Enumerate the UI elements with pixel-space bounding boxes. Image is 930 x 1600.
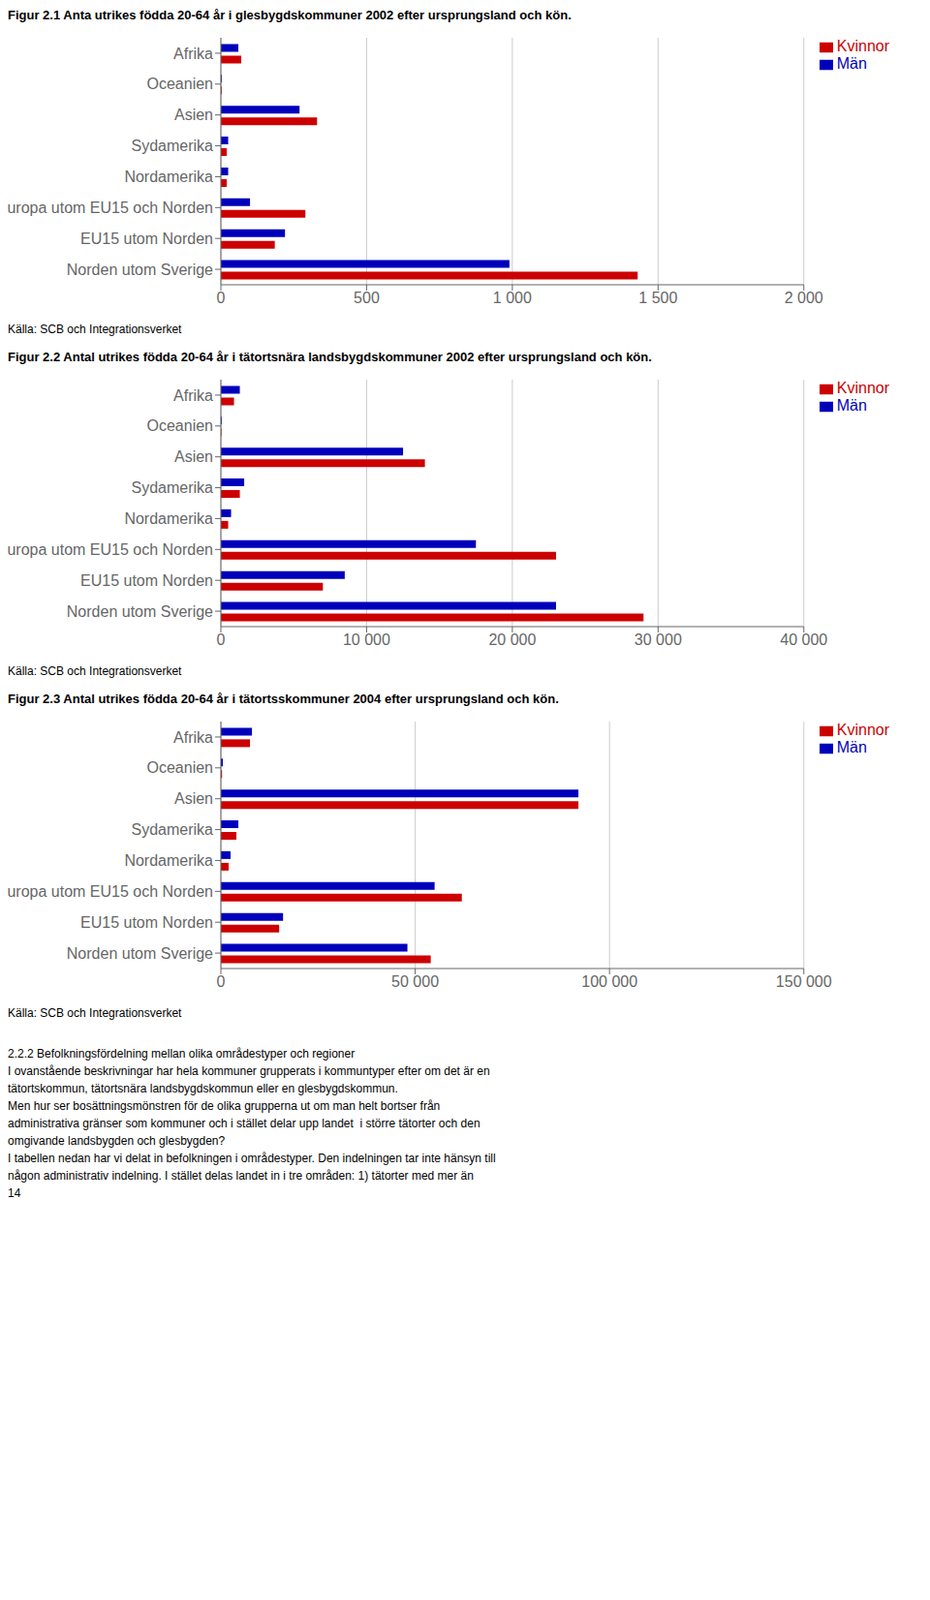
html-text:tätortskommun, tätortsnära lan: tätortskommun, tätortsnära landsbygdskom… — [7, 1082, 399, 1096]
svg-text:40 000: 40 000 — [779, 631, 828, 649]
html-text:Figur 2.2 Antal utrikes födda: Figur 2.2 Antal utrikes födda 20-64 år i… — [7, 349, 652, 365]
svg-text:50 000: 50 000 — [391, 973, 439, 991]
svg-text:0: 0 — [217, 631, 226, 649]
html-text:Män: Män — [836, 739, 867, 756]
svg-text:2 000: 2 000 — [784, 289, 824, 307]
html-text:Män: Män — [836, 397, 867, 414]
svg-text:Oceanien: Oceanien — [147, 75, 215, 93]
svg-text:Nordamerika: Nordamerika — [124, 510, 214, 527]
svg-text:Asien: Asien — [174, 790, 214, 807]
svg-text:EU15 utom Norden: EU15 utom Norden — [80, 572, 214, 589]
html-text:Män: Män — [836, 55, 867, 72]
html-text:Kvinnor: Kvinnor — [836, 379, 890, 397]
html-text:2.2.2 Befolkningsfördelning me: 2.2.2 Befolkningsfördelning mellan olika… — [7, 1047, 355, 1061]
html-text:någon administrativ indelning.: någon administrativ indelning. I stället… — [7, 1169, 474, 1183]
svg-text:Afrika: Afrika — [173, 729, 214, 746]
svg-text:0: 0 — [217, 973, 226, 991]
svg-text:Norden utom Sverige: Norden utom Sverige — [66, 945, 214, 962]
svg-text:1 500: 1 500 — [638, 289, 678, 307]
html-text:Kvinnor: Kvinnor — [836, 721, 890, 739]
svg-text:Europa utom EU15 och Norden: Europa utom EU15 och Norden — [7, 541, 214, 558]
svg-text:Asien: Asien — [174, 106, 214, 124]
html-text:omgivande landsbygden och gles: omgivande landsbygden och glesbygden? — [7, 1134, 225, 1148]
svg-text:Afrika: Afrika — [173, 45, 214, 62]
svg-text:100 000: 100 000 — [581, 973, 638, 991]
svg-text:0: 0 — [217, 289, 226, 307]
svg-text:1 000: 1 000 — [493, 289, 532, 307]
svg-text:EU15 utom Norden: EU15 utom Norden — [80, 230, 214, 248]
svg-text:Sydamerika: Sydamerika — [131, 479, 215, 496]
svg-text:Nordamerika: Nordamerika — [124, 852, 214, 869]
svg-text:Oceanien: Oceanien — [147, 759, 215, 776]
svg-text:Nordamerika: Nordamerika — [124, 168, 214, 186]
svg-text:Norden utom Sverige: Norden utom Sverige — [66, 603, 214, 620]
svg-text:Europa utom EU15 och Norden: Europa utom EU15 och Norden — [7, 883, 214, 900]
html-text:Figur 2.1 Anta utrikes födda 2: Figur 2.1 Anta utrikes födda 20-64 år i … — [7, 7, 572, 23]
svg-text:20 000: 20 000 — [488, 631, 536, 649]
svg-text:500: 500 — [353, 289, 380, 307]
html-text:Kvinnor: Kvinnor — [836, 37, 890, 55]
svg-text:10 000: 10 000 — [342, 631, 391, 649]
html-text:administrativa gränser som kom: administrativa gränser som kommuner och … — [7, 1116, 481, 1131]
html-text:Källa: SCB och Integrationsver: Källa: SCB och Integrationsverket — [7, 664, 182, 679]
svg-text:Sydamerika: Sydamerika — [131, 137, 215, 155]
svg-text:150 000: 150 000 — [775, 973, 833, 991]
html-text:I ovanstående beskrivningar ha: I ovanstående beskrivningar har hela kom… — [7, 1064, 490, 1079]
svg-text:Europa utom EU15 och Norden: Europa utom EU15 och Norden — [7, 199, 214, 217]
svg-text:Norden utom Sverige: Norden utom Sverige — [66, 261, 214, 279]
svg-text:Asien: Asien — [174, 448, 214, 465]
svg-text:Oceanien: Oceanien — [147, 417, 215, 434]
html-text:Men hur ser bosättningsmönstre: Men hur ser bosättningsmönstren för de o… — [7, 1099, 441, 1114]
html-text:Källa: SCB och Integrationsver: Källa: SCB och Integrationsverket — [7, 1006, 182, 1021]
html-text:14: 14 — [7, 1186, 21, 1201]
html-text:Källa: SCB och Integrationsver: Källa: SCB och Integrationsverket — [7, 322, 182, 337]
svg-text:EU15 utom Norden: EU15 utom Norden — [80, 914, 214, 931]
svg-text:Sydamerika: Sydamerika — [131, 821, 215, 838]
html-text:Figur 2.3 Antal utrikes födda: Figur 2.3 Antal utrikes födda 20-64 år i… — [7, 691, 559, 707]
svg-text:30 000: 30 000 — [634, 631, 682, 649]
svg-text:Afrika: Afrika — [173, 387, 214, 404]
html-text:I tabellen nedan har vi delat: I tabellen nedan har vi delat in befolkn… — [7, 1151, 496, 1166]
